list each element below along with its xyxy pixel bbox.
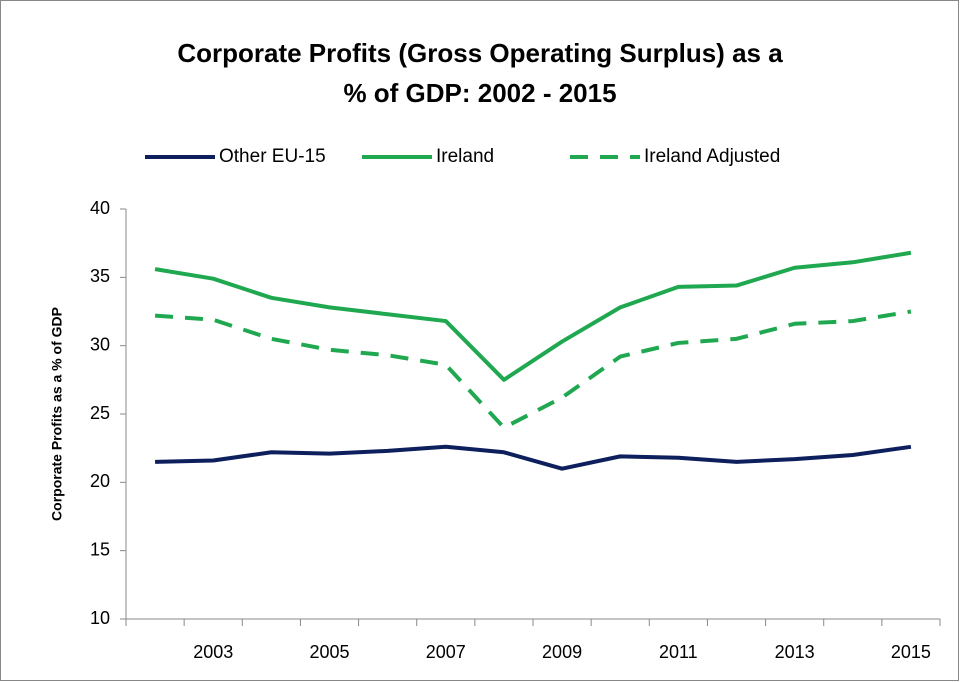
legend-label: Ireland (436, 146, 494, 167)
x-tick-label: 2003 (193, 642, 233, 662)
x-tick-label: 2011 (659, 642, 698, 662)
y-tick-label: 40 (90, 198, 110, 218)
x-tick-label: 2015 (891, 642, 931, 662)
series-line (155, 444, 912, 471)
y-tick-label: 35 (90, 266, 110, 286)
series-line (154, 250, 912, 382)
x-tick-label: 2009 (542, 642, 582, 662)
y-tick-label: 20 (90, 471, 110, 491)
y-tick-label: 25 (90, 403, 110, 423)
y-tick-label: 30 (90, 334, 110, 354)
legend-label: Ireland Adjusted (644, 146, 780, 167)
chart-title: % of GDP: 2002 - 2015 (343, 78, 616, 108)
x-tick-label: 2007 (426, 642, 466, 662)
x-tick-label: 2005 (309, 642, 349, 662)
x-tick-label: 2013 (775, 642, 815, 662)
y-tick-label: 15 (90, 539, 110, 559)
legend-label: Other EU-15 (219, 146, 326, 167)
y-tick-label: 10 (90, 608, 110, 628)
series-line (154, 309, 912, 430)
chart-title: Corporate Profits (Gross Operating Surpl… (177, 38, 783, 68)
y-axis-label: Corporate Profits as a % of GDP (49, 307, 65, 521)
